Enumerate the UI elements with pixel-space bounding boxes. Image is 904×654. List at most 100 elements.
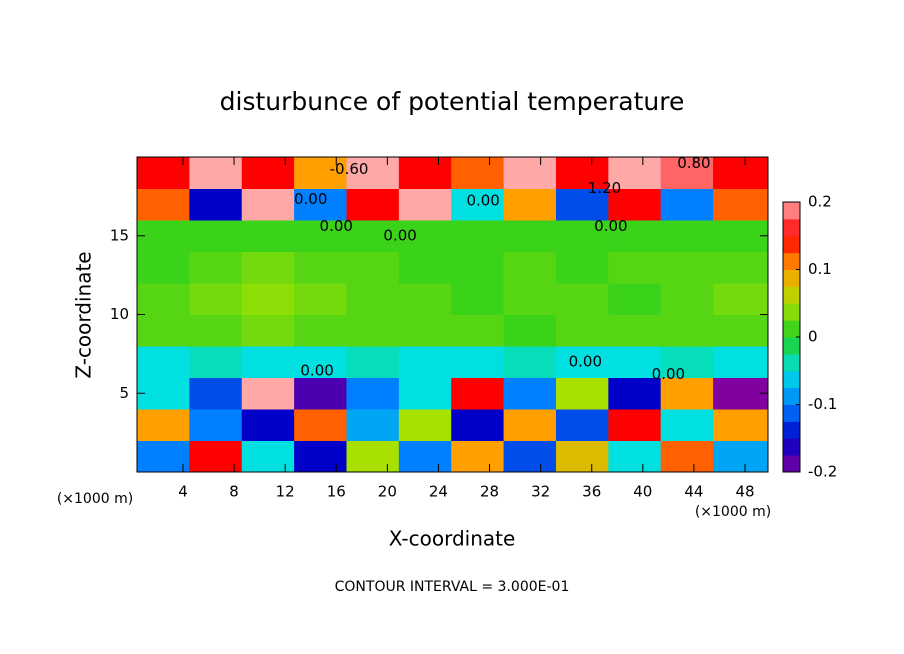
- heat-cell: [398, 283, 452, 315]
- heat-cell: [294, 409, 347, 441]
- y-unit: (×1000 m): [57, 491, 133, 507]
- colorbar-tick-label: 0: [808, 328, 818, 346]
- heat-cell: [346, 157, 400, 189]
- heat-cell: [241, 251, 295, 284]
- heat-cell: [608, 188, 662, 221]
- contour-label: 0.00: [594, 217, 627, 235]
- heat-cell: [346, 377, 400, 410]
- heat-cell: [398, 188, 452, 221]
- heat-cell: [189, 377, 243, 410]
- colorbar-band: [783, 286, 800, 304]
- colorbar-band: [783, 337, 800, 355]
- heat-cell: [660, 314, 714, 347]
- x-tick-label: 16: [327, 483, 346, 501]
- heat-cell: [608, 409, 662, 441]
- colorbar-band: [783, 235, 800, 254]
- heat-cell: [713, 409, 769, 441]
- contour-label: 0.80: [677, 154, 710, 172]
- heat-cell: [503, 346, 557, 378]
- heat-cell: [294, 251, 347, 284]
- x-tick-label: 48: [735, 483, 754, 501]
- heat-cell: [555, 283, 609, 315]
- x-tick-label: 24: [429, 483, 448, 501]
- heat-cell: [398, 377, 452, 410]
- colorbar-band: [783, 303, 800, 321]
- colorbar-band: [783, 404, 800, 422]
- heat-cell: [713, 251, 769, 284]
- x-axis-label: X-coordinate: [389, 527, 516, 551]
- colorbar-band: [783, 421, 800, 439]
- contour-label: 0.00: [294, 190, 327, 208]
- chart-title: disturbunce of potential temperature: [220, 87, 685, 116]
- heat-cell: [555, 346, 609, 378]
- heat-cell: [137, 409, 190, 441]
- heat-cell: [294, 346, 347, 378]
- heat-cell: [294, 377, 347, 410]
- heat-cell: [660, 409, 714, 441]
- x-tick-label: 28: [480, 483, 499, 501]
- heat-cell: [241, 283, 295, 315]
- heat-cell: [555, 314, 609, 347]
- y-tick-label: 5: [119, 384, 129, 402]
- heat-cell: [608, 377, 662, 410]
- heat-cell: [294, 283, 347, 315]
- y-axis-label: Z-coordinate: [72, 251, 96, 378]
- heat-cell: [189, 314, 243, 347]
- heat-cell: [503, 377, 557, 410]
- x-tick-label: 4: [178, 483, 188, 501]
- heat-cell: [137, 157, 190, 189]
- heat-cell: [660, 283, 714, 315]
- heat-cell: [451, 314, 505, 347]
- x-tick-label: 40: [633, 483, 652, 501]
- contour-label: 0.00: [383, 226, 416, 244]
- heat-cell: [555, 157, 609, 189]
- heat-cell: [241, 409, 295, 441]
- heat-cell: [608, 314, 662, 347]
- heat-cell: [346, 346, 400, 378]
- heat-cell: [398, 220, 452, 252]
- heat-cell: [241, 377, 295, 410]
- contour-label: 0.00: [652, 365, 685, 383]
- heat-cell: [608, 283, 662, 315]
- heat-cell: [503, 220, 557, 252]
- heat-cell: [398, 409, 452, 441]
- heat-cell: [660, 157, 714, 189]
- heat-cell: [608, 251, 662, 284]
- heat-cell: [398, 346, 452, 378]
- heat-cell: [346, 188, 400, 221]
- colorbar-tick-label: 0.1: [808, 260, 832, 278]
- heat-cell: [241, 188, 295, 221]
- heat-cell: [137, 283, 190, 315]
- heat-cell: [241, 346, 295, 378]
- heat-cell: [660, 346, 714, 378]
- x-tick-label: 12: [276, 483, 295, 501]
- heat-cell: [660, 377, 714, 410]
- heat-cell: [608, 157, 662, 189]
- heat-cell: [346, 440, 400, 473]
- x-tick-label: 44: [684, 483, 703, 501]
- heat-cell: [503, 314, 557, 347]
- heat-cell: [137, 377, 190, 410]
- y-tick-label: 15: [110, 226, 129, 244]
- heat-cell: [189, 220, 243, 252]
- heat-cell: [137, 251, 190, 284]
- contour-label: 0.00: [300, 362, 333, 380]
- heat-cell: [660, 188, 714, 221]
- heat-cell: [608, 220, 662, 252]
- footnote: CONTOUR INTERVAL = 3.000E-01: [335, 579, 570, 595]
- contour-label: -0.60: [330, 160, 369, 178]
- heat-cell: [398, 157, 452, 189]
- contour-label: 0.00: [569, 352, 602, 370]
- colorbar-tick-label: -0.2: [808, 463, 837, 481]
- heat-cell: [137, 220, 190, 252]
- contour-label: 0.00: [466, 192, 499, 210]
- heat-cell: [294, 314, 347, 347]
- heat-cell: [189, 283, 243, 315]
- heat-cell: [451, 188, 505, 221]
- heat-cell: [713, 188, 769, 221]
- heat-cell: [503, 440, 557, 473]
- heat-cell: [137, 440, 190, 473]
- heat-cell: [660, 251, 714, 284]
- heat-cell: [713, 377, 769, 410]
- heat-cell: [451, 283, 505, 315]
